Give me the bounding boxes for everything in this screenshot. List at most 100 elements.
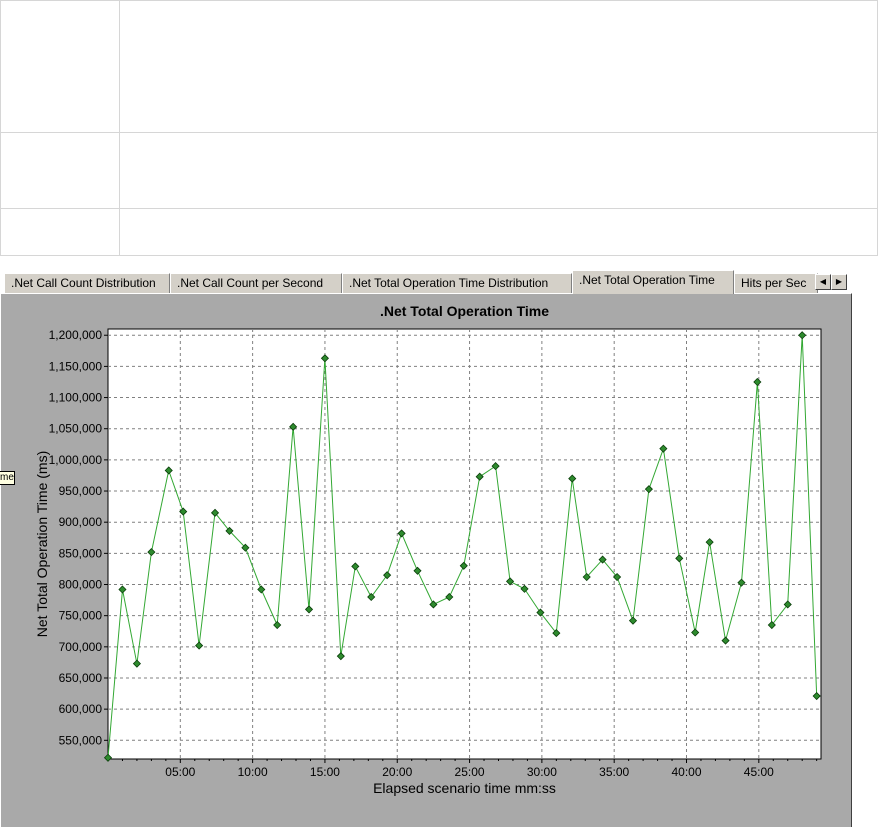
data-point: [691, 628, 700, 637]
table-row: [0, 132, 878, 209]
x-tick-label: 15:00: [310, 765, 340, 779]
tab-label: .Net Total Operation Time Distribution: [349, 276, 549, 290]
tab-label: .Net Total Operation Time: [579, 273, 715, 287]
data-point: [552, 629, 561, 638]
data-point: [475, 472, 484, 481]
tooltip-text: me: [0, 472, 14, 483]
x-tick-label: 25:00: [455, 765, 485, 779]
y-tick-label: 800,000: [59, 578, 103, 592]
y-tick-label: 1,200,000: [49, 328, 103, 342]
x-tick-label: 10:00: [238, 765, 268, 779]
data-point: [798, 331, 807, 340]
data-point: [147, 548, 156, 557]
y-tick-label: 700,000: [59, 640, 103, 654]
data-point: [520, 584, 529, 593]
tooltip-fragment: me: [0, 471, 15, 485]
data-point: [613, 572, 622, 582]
y-tick-label: 950,000: [59, 484, 103, 498]
graph-panel: 550,000 600,000 650,000 700,000 750,000 800,0…: [0, 293, 852, 827]
data-point: [195, 641, 204, 650]
data-point: [721, 636, 730, 645]
data-point: [429, 600, 438, 609]
data-point: [675, 554, 684, 563]
tab-scroll-left-button[interactable]: ◀: [815, 274, 831, 290]
x-tick-label: 05:00: [165, 765, 195, 779]
data-point: [320, 354, 330, 363]
tab-scroll-right-button[interactable]: ▶: [831, 274, 847, 290]
y-tick-label: 650,000: [59, 671, 103, 685]
table-cell: [0, 132, 120, 209]
tab-label: .Net Call Count Distribution: [11, 276, 156, 290]
data-point: [459, 561, 468, 570]
data-point: [397, 529, 406, 538]
data-point: [536, 608, 545, 617]
data-point: [659, 444, 668, 453]
data-point: [753, 377, 762, 387]
data-point: [241, 543, 250, 552]
data-point: [445, 592, 454, 602]
data-point: [289, 422, 298, 431]
data-point: [783, 600, 792, 609]
data-point: [812, 691, 821, 701]
data-point: [413, 566, 422, 575]
data-point: [705, 538, 714, 547]
data-point: [767, 620, 776, 630]
data-point: [225, 526, 234, 535]
data-point: [179, 507, 188, 516]
y-tick-label: 600,000: [59, 702, 103, 716]
data-point: [273, 620, 282, 630]
data-point: [257, 585, 266, 594]
table-row: [0, 208, 878, 256]
tab-net-call-count-distribution[interactable]: .Net Call Count Distribution: [4, 273, 170, 293]
y-tick-label: 1,050,000: [49, 422, 103, 436]
y-tick-label: 1,000,000: [49, 453, 103, 467]
triangle-right-icon: ▶: [835, 277, 843, 286]
plot-area: [107, 328, 822, 760]
tab-net-total-operation-time[interactable]: .Net Total Operation Time: [572, 270, 734, 294]
y-tick-label: 900,000: [59, 515, 103, 529]
tab-label: Hits per Sec: [741, 276, 807, 290]
table-cell: [0, 0, 120, 133]
data-point: [103, 753, 113, 762]
triangle-left-icon: ◀: [819, 277, 827, 286]
data-point: [644, 485, 653, 494]
table-cell: [119, 0, 878, 133]
line-chart: 550,000 600,000 650,000 700,000 750,000 800,0…: [34, 303, 822, 796]
table-cell: [119, 208, 878, 256]
data-point: [505, 577, 515, 586]
data-point: [132, 659, 141, 668]
data-point: [582, 572, 591, 582]
table-cell: [119, 132, 878, 209]
data-point: [304, 605, 314, 614]
document-table: [0, 0, 878, 256]
table-row: [0, 0, 878, 133]
tab-label: .Net Call Count per Second: [177, 276, 324, 290]
tab-net-total-operation-time-distribution[interactable]: .Net Total Operation Time Distribution: [342, 273, 572, 293]
data-point: [628, 616, 638, 625]
y-axis-label: Net Total Operation Time (ms): [34, 451, 50, 637]
y-tick-label: 750,000: [59, 609, 103, 623]
data-point: [598, 555, 607, 564]
x-tick-label: 45:00: [744, 765, 774, 779]
data-point: [737, 578, 746, 587]
y-tick-label: 550,000: [59, 733, 103, 747]
data-point: [164, 466, 173, 475]
data-point: [351, 562, 360, 571]
data-point: [491, 462, 500, 471]
table-cell: [0, 208, 120, 256]
x-axis-label: Elapsed scenario time mm:ss: [373, 780, 556, 796]
data-point: [367, 592, 376, 602]
graph-tab-strip: .Net Call Count Distribution .Net Call C…: [0, 270, 852, 294]
grid: [108, 329, 821, 759]
data-point: [568, 474, 577, 483]
tab-net-call-count-per-second[interactable]: .Net Call Count per Second: [170, 273, 342, 293]
tab-hits-per-second[interactable]: Hits per Sec: [734, 273, 818, 293]
data-point: [336, 652, 345, 661]
y-tick-label: 1,150,000: [49, 359, 103, 373]
x-tick-label: 30:00: [527, 765, 557, 779]
x-tick-label: 40:00: [671, 765, 701, 779]
chart-title: .Net Total Operation Time: [380, 303, 549, 319]
data-point: [118, 585, 127, 594]
y-tick-label: 1,100,000: [49, 391, 103, 405]
x-tick-label: 35:00: [599, 765, 629, 779]
